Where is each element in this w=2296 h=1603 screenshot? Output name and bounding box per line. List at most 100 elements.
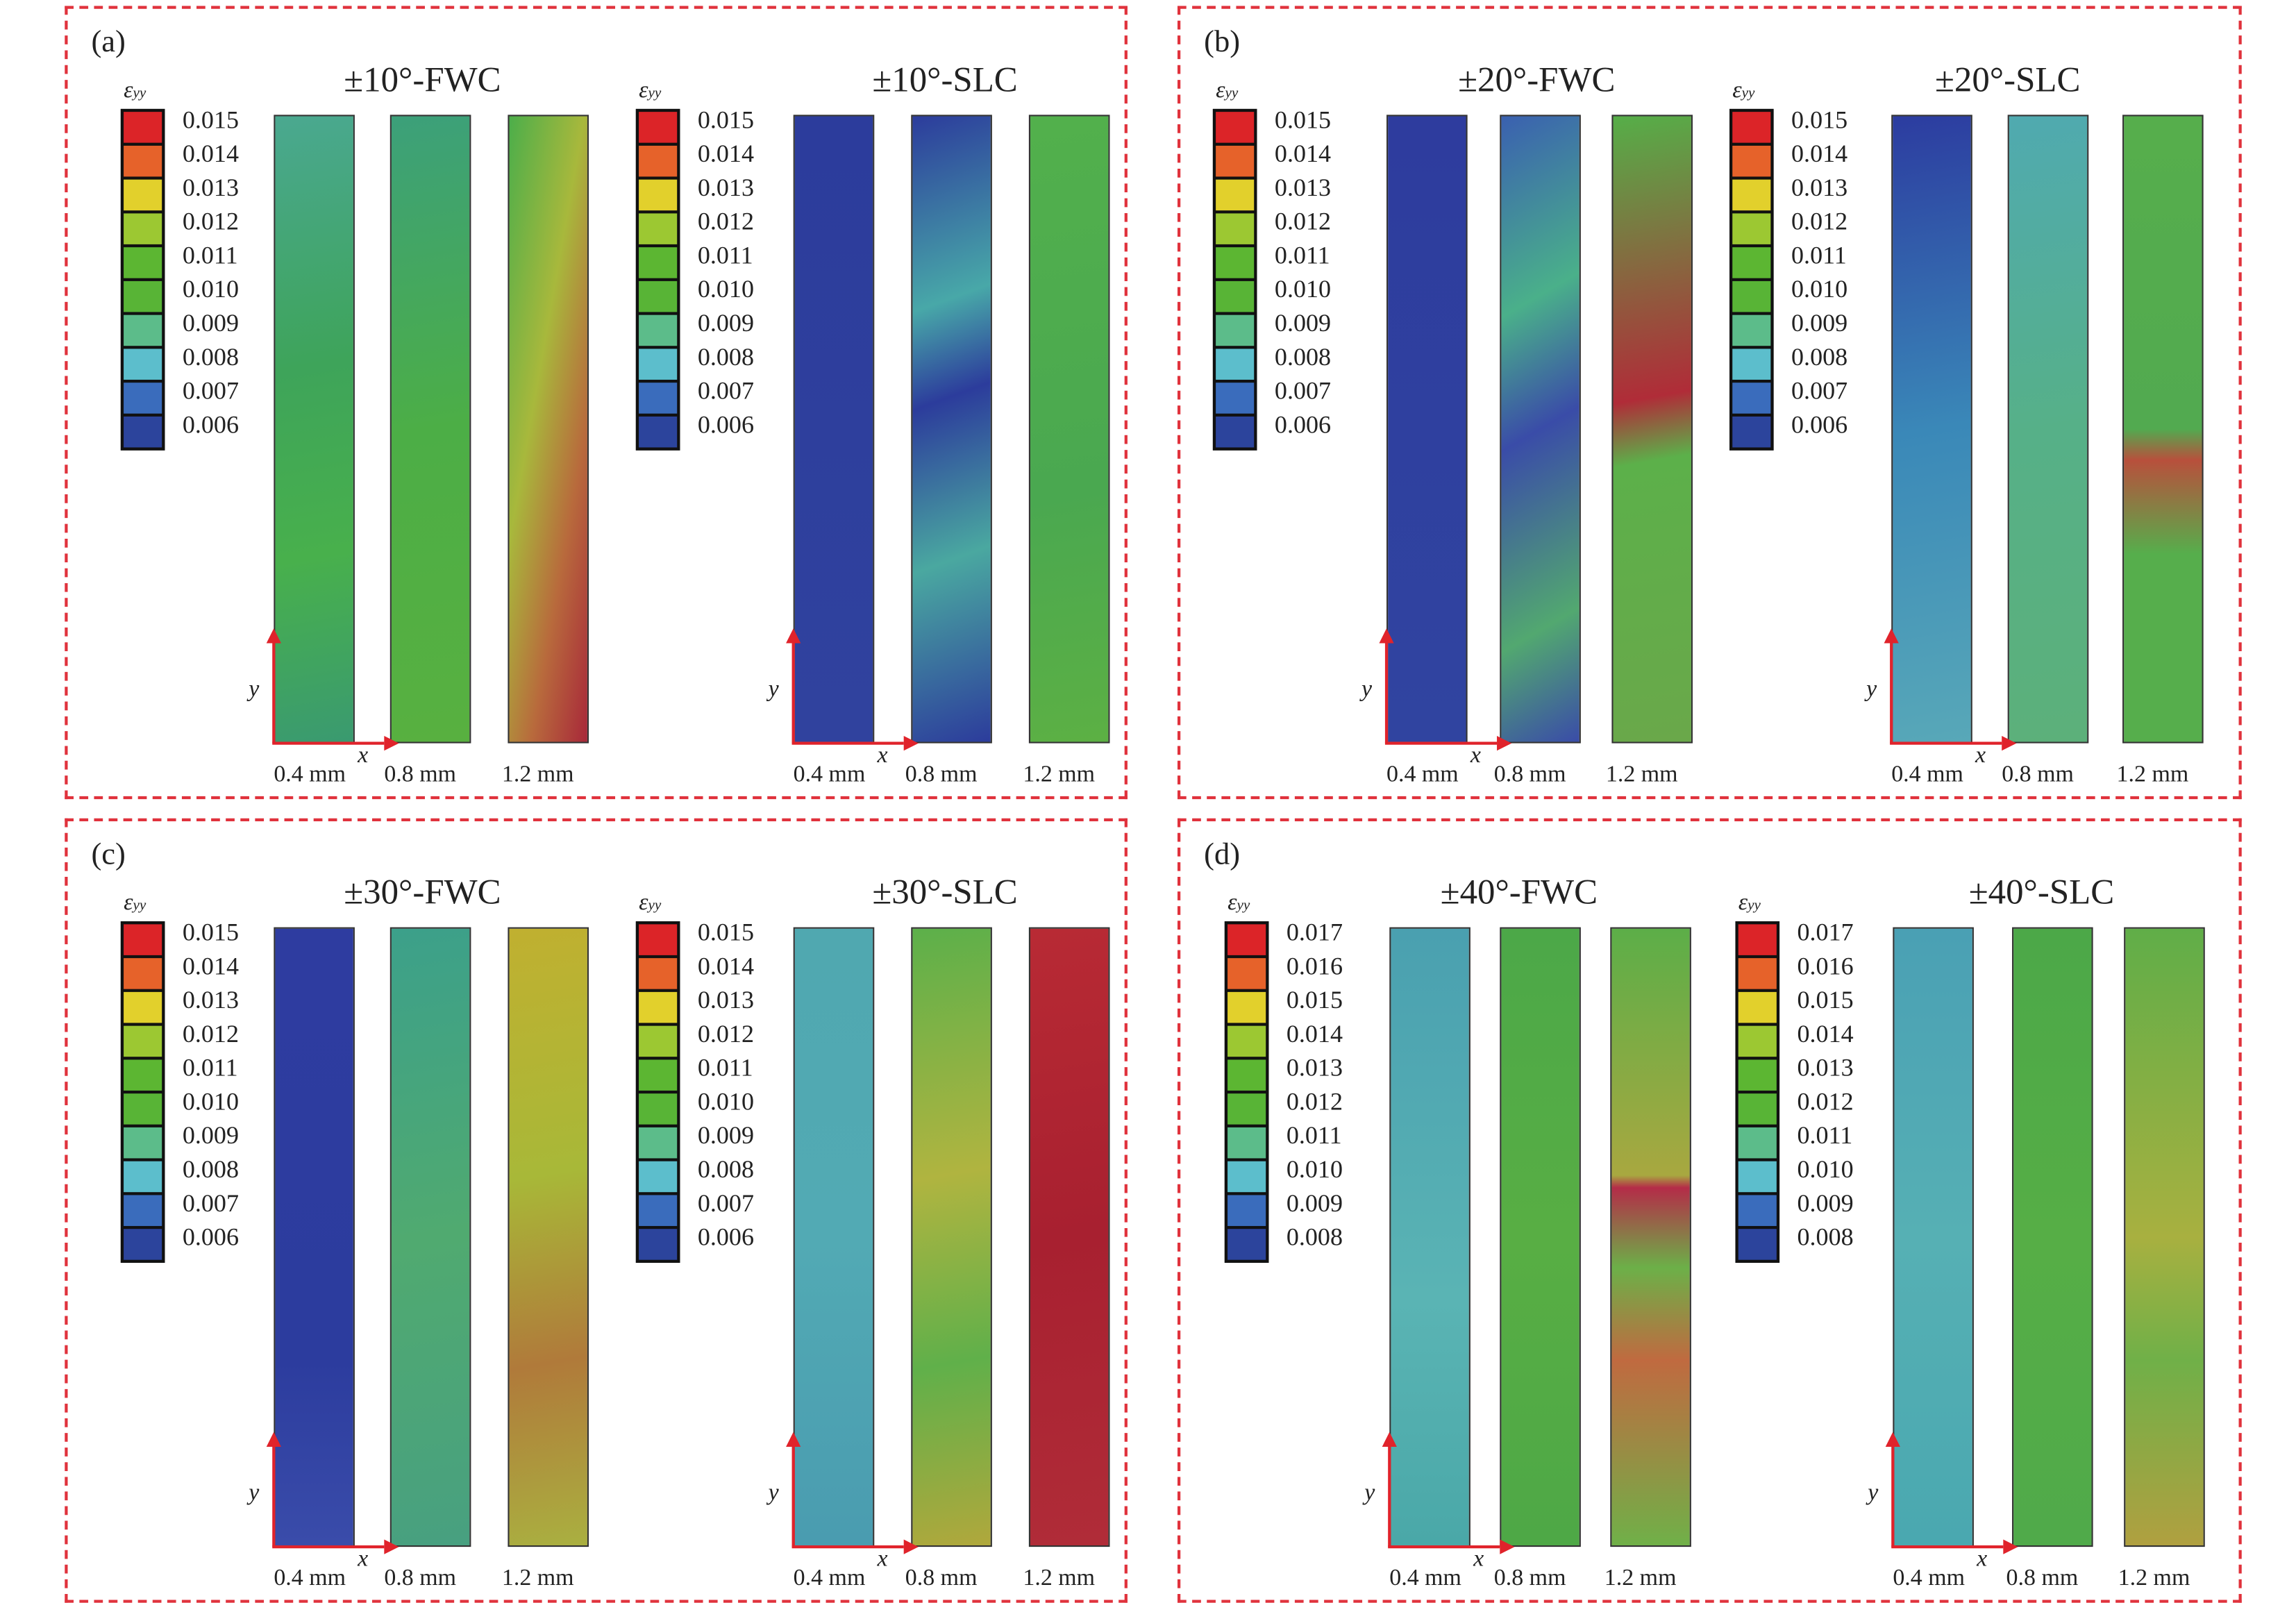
strain-map-08mm (2012, 927, 2093, 1547)
colorbar-swatch (1227, 1127, 1266, 1159)
colorbar-swatch (1738, 1093, 1777, 1125)
colorbar-tick-label: 0.013 (1791, 174, 1848, 202)
y-axis-arrow (272, 1443, 276, 1547)
colorbar-tick-label: 0.013 (182, 174, 239, 202)
x-arrowhead-icon (384, 1539, 399, 1554)
x-axis-label: x (1975, 743, 1986, 769)
colorbar-swatch (124, 1059, 162, 1091)
colorbar (1735, 921, 1780, 1263)
colorbar-tick-label: 0.015 (1274, 106, 1332, 134)
colorbar (120, 108, 165, 451)
panel-label: (a) (91, 23, 126, 59)
strain-map-04mm (1891, 115, 1972, 744)
colorbar-tick-label: 0.015 (182, 106, 239, 134)
colorbar-tick-label: 0.016 (1286, 952, 1343, 980)
y-axis-arrow (1384, 640, 1389, 744)
panel-b: (b) ±20°-FWC εyy 0.015 0.014 0.013 0.012 0.011 0… (1177, 6, 2242, 800)
group-title: ±30°-SLC (872, 874, 1018, 913)
panel-label: (d) (1204, 836, 1241, 872)
strain-map-12mm (2122, 115, 2204, 744)
colorbar-swatch (1216, 247, 1255, 278)
colorbar-swatch (639, 179, 678, 211)
colorbar-tick-label: 0.011 (697, 1053, 753, 1082)
colorbar-swatch (124, 112, 162, 143)
thickness-label: 0.4 mm (1386, 762, 1459, 788)
x-axis-arrow (791, 1545, 904, 1549)
y-arrowhead-icon (786, 1432, 801, 1447)
legend-symbol: εyy (1227, 890, 1250, 916)
colorbar-swatch (1227, 1195, 1266, 1226)
colorbar-tick-label: 0.009 (1791, 309, 1848, 337)
group-title: ±40°-FWC (1440, 874, 1598, 913)
colorbar-swatch (124, 145, 162, 177)
colorbar-tick-label: 0.011 (182, 1053, 238, 1082)
colorbar-tick-label: 0.013 (1274, 174, 1332, 202)
y-arrowhead-icon (266, 628, 281, 644)
colorbar-swatch (1216, 416, 1255, 448)
colorbar (1729, 108, 1774, 451)
colorbar-tick-label: 0.008 (1791, 342, 1848, 371)
colorbar-swatch (639, 416, 678, 448)
colorbar-swatch (639, 1059, 678, 1091)
colorbar-swatch (639, 247, 678, 278)
colorbar-swatch (124, 924, 162, 955)
colorbar-tick-label: 0.008 (1797, 1223, 1854, 1251)
thickness-label: 0.4 mm (274, 1566, 346, 1591)
colorbar-tick-label: 0.006 (1274, 410, 1332, 439)
colorbar-swatch (1732, 213, 1771, 244)
colorbar-tick-label: 0.010 (182, 1087, 239, 1116)
colorbar-tick-label: 0.008 (697, 342, 754, 371)
colorbar-tick-label: 0.011 (1797, 1121, 1853, 1150)
colorbar-tick-label: 0.010 (697, 275, 754, 303)
colorbar (120, 921, 165, 1263)
thickness-label: 1.2 mm (2116, 762, 2189, 788)
colorbar-swatch (1732, 416, 1771, 448)
colorbar-tick-label: 0.010 (182, 275, 239, 303)
legend-symbol: εyy (639, 890, 662, 916)
colorbar-tick-label: 0.009 (1797, 1189, 1854, 1218)
y-arrowhead-icon (1379, 628, 1394, 644)
thickness-label: 0.8 mm (1493, 762, 1566, 788)
x-arrowhead-icon (1497, 736, 1512, 751)
colorbar-swatch (1738, 991, 1777, 1023)
colorbar-tick-label: 0.011 (697, 241, 753, 269)
y-axis-arrow (1890, 640, 1893, 744)
colorbar-swatch (124, 1127, 162, 1159)
colorbar-tick-label: 0.009 (697, 309, 754, 337)
strain-map-12mm (508, 927, 589, 1547)
thickness-label: 0.8 mm (2006, 1566, 2079, 1591)
colorbar-swatch (1216, 213, 1255, 244)
colorbar-swatch (1738, 1195, 1777, 1226)
colorbar-swatch (1732, 314, 1771, 346)
colorbar-tick-label: 0.013 (182, 986, 239, 1014)
strain-map-12mm (1611, 115, 1693, 744)
colorbar-tick-label: 0.012 (1274, 207, 1332, 236)
colorbar-tick-label: 0.008 (697, 1155, 754, 1184)
strain-map-04mm (274, 115, 355, 744)
colorbar-tick-label: 0.006 (697, 410, 754, 439)
colorbar-tick-label: 0.010 (1797, 1155, 1854, 1184)
x-axis-label: x (1470, 743, 1481, 769)
y-axis-label: y (1868, 1480, 1879, 1506)
y-axis-arrow (1388, 1443, 1391, 1547)
colorbar-tick-label: 0.012 (697, 207, 754, 236)
colorbar-tick-label: 0.012 (182, 1020, 239, 1048)
thickness-label: 0.8 mm (905, 1566, 978, 1591)
colorbar-tick-label: 0.007 (182, 376, 239, 405)
strain-map-12mm (2124, 927, 2205, 1547)
colorbar-tick-label: 0.010 (697, 1087, 754, 1116)
y-arrowhead-icon (1382, 1432, 1397, 1447)
x-axis-arrow (1388, 1545, 1500, 1549)
colorbar-swatch (1738, 1127, 1777, 1159)
colorbar-swatch (124, 1093, 162, 1125)
colorbar-swatch (1216, 280, 1255, 312)
colorbar-tick-label: 0.014 (1791, 140, 1848, 168)
strain-map-08mm (1500, 927, 1581, 1547)
colorbar-tick-label: 0.007 (697, 376, 754, 405)
x-axis-arrow (272, 741, 385, 745)
colorbar-swatch (1216, 179, 1255, 211)
panel-label: (c) (91, 836, 126, 872)
colorbar-swatch (639, 1127, 678, 1159)
colorbar-swatch (1227, 1059, 1266, 1091)
colorbar-tick-label: 0.012 (1797, 1087, 1854, 1116)
